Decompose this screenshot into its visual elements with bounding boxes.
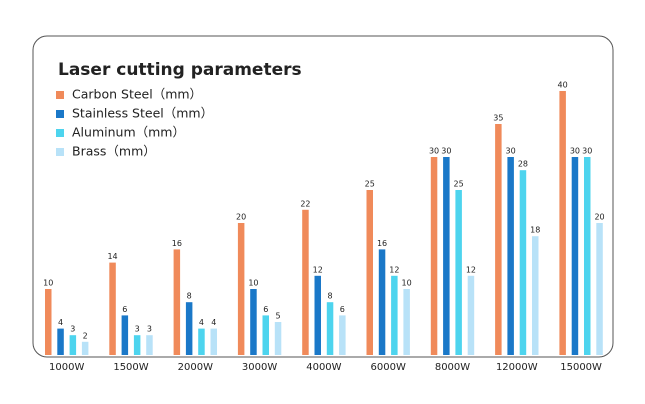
x-tick-label: 15000W [560, 362, 602, 373]
bar [366, 190, 373, 355]
bar [326, 302, 334, 355]
value-label: 22 [300, 199, 310, 208]
legend-swatch [56, 91, 64, 99]
x-tick-label: 1000W [49, 362, 84, 373]
bar [250, 289, 257, 355]
bar [210, 328, 217, 355]
bar [519, 170, 527, 355]
value-label: 3 [135, 325, 140, 334]
x-tick-label: 12000W [496, 362, 538, 373]
bar [121, 315, 129, 355]
x-tick-label: 4000W [306, 362, 341, 373]
value-label: 5 [276, 312, 281, 321]
value-label: 6 [122, 305, 127, 314]
chart-title: Laser cutting parameters [58, 60, 302, 80]
bar [237, 223, 245, 355]
legend-label: Stainless Steel（mm） [72, 106, 213, 121]
value-label: 10 [402, 279, 412, 288]
legend-label: Aluminum（mm） [72, 125, 185, 140]
bar [584, 157, 591, 355]
bar [146, 335, 153, 355]
bar [443, 157, 450, 355]
bar [495, 124, 502, 355]
bar [532, 236, 539, 355]
value-label: 18 [530, 226, 540, 235]
value-label: 4 [58, 318, 63, 327]
value-label: 4 [199, 318, 204, 327]
bar [378, 249, 386, 355]
legend-label: Brass（mm） [72, 144, 156, 159]
bar [596, 223, 603, 355]
value-label: 30 [429, 147, 439, 156]
bar [45, 289, 52, 355]
bar [198, 328, 205, 355]
value-label: 16 [172, 239, 182, 248]
x-tick-label: 6000W [371, 362, 406, 373]
bar [391, 275, 398, 355]
value-label: 28 [518, 160, 528, 169]
bar [339, 315, 346, 355]
value-label: 30 [506, 147, 516, 156]
legend-swatch [56, 148, 64, 156]
bar [274, 322, 282, 355]
bar [559, 91, 566, 355]
bar [314, 275, 321, 355]
x-tick-label: 3000W [242, 362, 277, 373]
bar [69, 335, 77, 355]
value-label: 4 [211, 318, 216, 327]
bar [403, 289, 410, 355]
bar [302, 209, 309, 355]
bar [57, 328, 64, 355]
value-label: 20 [594, 213, 604, 222]
bar [262, 315, 269, 355]
value-label: 12 [466, 265, 476, 274]
legend-swatch [56, 129, 64, 137]
x-tick-label: 1500W [113, 362, 148, 373]
bar [133, 335, 141, 355]
value-label: 3 [70, 325, 75, 334]
value-label: 10 [248, 279, 258, 288]
value-label: 30 [441, 147, 451, 156]
legend-swatch [56, 110, 64, 118]
value-label: 30 [570, 147, 580, 156]
value-label: 12 [389, 265, 399, 274]
x-tick-label: 8000W [435, 362, 470, 373]
bar [430, 157, 438, 355]
value-label: 25 [454, 180, 464, 189]
legend-label: Carbon Steel（mm） [72, 87, 202, 102]
value-label: 10 [43, 279, 53, 288]
value-label: 25 [365, 180, 375, 189]
value-label: 40 [558, 81, 568, 90]
bar [571, 157, 579, 355]
value-label: 6 [263, 305, 268, 314]
value-label: 35 [493, 114, 503, 123]
bar [455, 190, 462, 355]
value-label: 12 [313, 265, 323, 274]
bar [467, 275, 475, 355]
bar [507, 157, 514, 355]
bar [185, 302, 193, 355]
value-label: 2 [83, 331, 88, 340]
value-label: 3 [147, 325, 152, 334]
value-label: 6 [340, 305, 345, 314]
value-label: 16 [377, 239, 387, 248]
value-label: 20 [236, 213, 246, 222]
value-label: 8 [328, 292, 333, 301]
x-tick-label: 2000W [178, 362, 213, 373]
bar [173, 249, 181, 355]
bar [81, 341, 89, 355]
chart-frame [32, 35, 614, 358]
value-label: 30 [582, 147, 592, 156]
value-label: 14 [107, 252, 117, 261]
value-label: 8 [187, 292, 192, 301]
bar [109, 262, 116, 355]
